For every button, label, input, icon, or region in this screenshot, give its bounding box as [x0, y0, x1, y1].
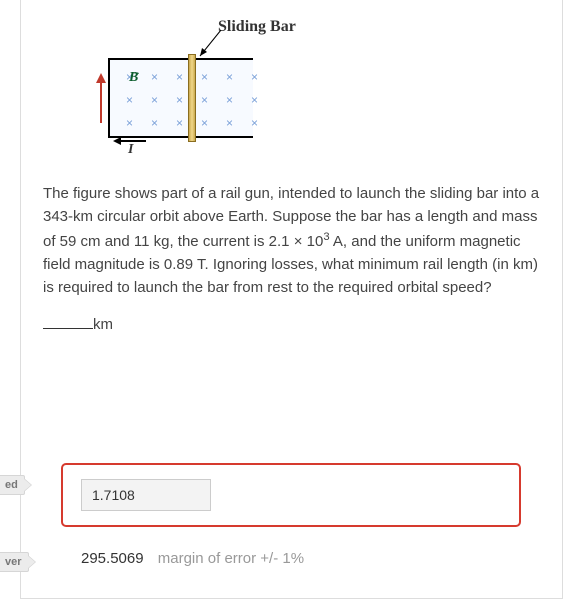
x-mark: × — [201, 93, 208, 107]
answer-input[interactable] — [81, 479, 211, 511]
question-body: The figure shows part of a rail gun, int… — [43, 185, 539, 296]
pointer-line — [198, 28, 223, 58]
x-mark: × — [176, 116, 183, 130]
x-mark: × — [151, 116, 158, 130]
x-mark: × — [201, 70, 208, 84]
x-mark: × — [126, 93, 133, 107]
correct-value: 295.5069 — [81, 550, 144, 567]
tag-ed[interactable]: ed — [0, 475, 25, 495]
x-mark: × — [226, 116, 233, 130]
x-mark: × — [251, 93, 258, 107]
x-mark: × — [151, 70, 158, 84]
current-label: I — [128, 142, 133, 158]
tag-ver[interactable]: ver — [0, 552, 29, 572]
x-mark: × — [151, 93, 158, 107]
x-mark: × — [226, 93, 233, 107]
answer-blank — [43, 328, 93, 329]
x-mark: × — [226, 70, 233, 84]
i-rail-arrowhead — [113, 137, 121, 145]
x-mark: × — [201, 116, 208, 130]
x-mark: × — [126, 116, 133, 130]
b-vector-label: B — [129, 70, 138, 86]
x-mark: × — [251, 70, 258, 84]
x-mark: × — [176, 93, 183, 107]
margin-text: margin of error +/- 1% — [158, 550, 304, 567]
sliding-bar — [188, 54, 196, 142]
question-text: The figure shows part of a rail gun, int… — [43, 182, 540, 337]
current-arrow — [95, 73, 107, 123]
answer-box-incorrect — [61, 463, 521, 527]
x-mark: × — [251, 116, 258, 130]
sliding-bar-label: Sliding Bar — [218, 18, 296, 36]
x-mark: × — [176, 70, 183, 84]
railgun-figure: Sliding Bar × × × × × × × × × × × × × × … — [73, 18, 313, 168]
question-panel: Sliding Bar × × × × × × × × × × × × × × … — [20, 0, 563, 599]
unit-label: km — [93, 316, 113, 333]
correct-answer-row: 295.5069 margin of error +/- 1% — [81, 550, 304, 567]
